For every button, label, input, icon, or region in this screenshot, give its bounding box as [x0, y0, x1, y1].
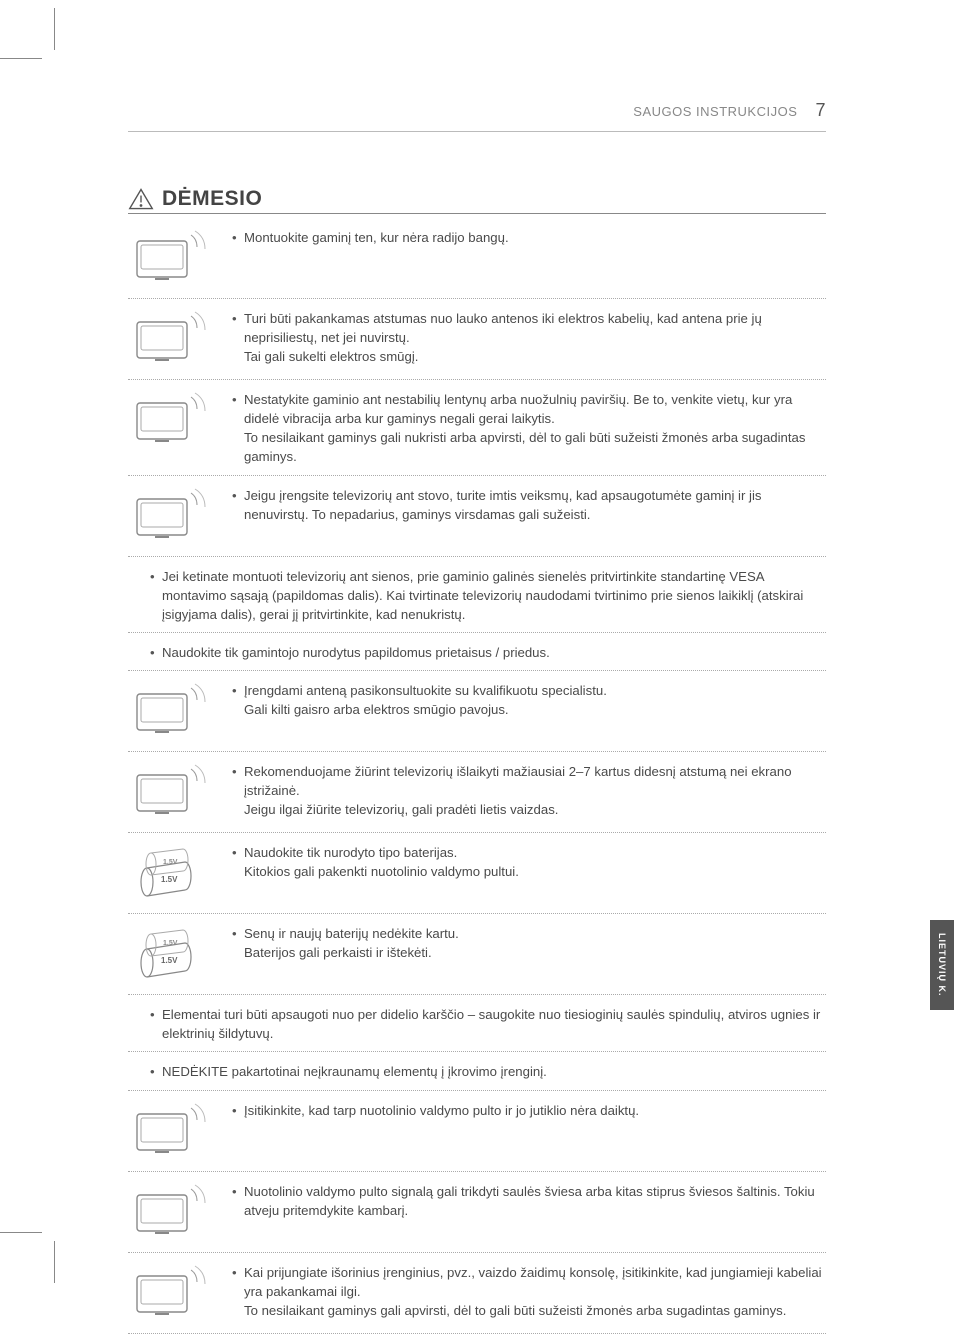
instruction-row-textonly: Naudokite tik gamintojo nurodytus papild…	[128, 633, 826, 671]
instruction-row: Montuokite gaminį ten, kur nėra radijo b…	[128, 218, 826, 299]
instruction-bullet: Nestatykite gaminio ant nestabilių lenty…	[232, 390, 826, 467]
instruction-text: Naudokite tik gamintojo nurodytus papild…	[150, 639, 826, 664]
instruction-bullet: Įsitikinkite, kad tarp nuotolinio valdym…	[232, 1101, 826, 1120]
instruction-text: Jei ketinate montuoti televizorių ant si…	[150, 563, 826, 626]
instruction-row: Rekomenduojame žiūrint televizorių išlai…	[128, 752, 826, 833]
antenna-house-icon	[128, 305, 218, 373]
instruction-row: Įrengdami anteną pasikonsultuokite su kv…	[128, 671, 826, 752]
instruction-text: Įsitikinkite, kad tarp nuotolinio valdym…	[232, 1097, 826, 1122]
instruction-list: Montuokite gaminį ten, kur nėra radijo b…	[128, 218, 826, 1334]
battery-mix-icon	[128, 920, 218, 988]
instruction-text: Nestatykite gaminio ant nestabilių lenty…	[232, 386, 826, 469]
instruction-bullet: Senų ir naujų baterijų nedėkite kartu.Ba…	[232, 924, 826, 962]
unstable-icon	[128, 386, 218, 454]
instruction-row: Įsitikinkite, kad tarp nuotolinio valdym…	[128, 1091, 826, 1172]
instruction-row: Nestatykite gaminio ant nestabilių lenty…	[128, 380, 826, 476]
instruction-text: Nuotolinio valdymo pulto signalą gali tr…	[232, 1178, 826, 1222]
instruction-row: Kai prijungiate išorinius įrenginius, pv…	[128, 1253, 826, 1334]
instruction-bullet: Kai prijungiate išorinius įrenginius, pv…	[232, 1263, 826, 1320]
instruction-bullet: Jei ketinate montuoti televizorių ant si…	[150, 567, 826, 624]
section-name: SAUGOS INSTRUKCIJOS	[633, 104, 797, 119]
crop-mark	[0, 1232, 42, 1233]
console-icon	[128, 1259, 218, 1327]
instruction-text: Montuokite gaminį ten, kur nėra radijo b…	[232, 224, 826, 249]
instruction-text: Turi būti pakankamas atstumas nuo lauko …	[232, 305, 826, 368]
section-heading: DĖMESIO	[162, 187, 262, 211]
instruction-row: Naudokite tik nurodyto tipo baterijas.Ki…	[128, 833, 826, 914]
instruction-text: Elementai turi būti apsaugoti nuo per di…	[150, 1001, 826, 1045]
distance-icon	[128, 758, 218, 826]
language-tab: LIETUVIŲ K.	[930, 920, 954, 1010]
instruction-bullet: Naudokite tik nurodyto tipo baterijas.Ki…	[232, 843, 826, 881]
crop-mark	[54, 1241, 55, 1283]
instruction-bullet: Elementai turi būti apsaugoti nuo per di…	[150, 1005, 826, 1043]
instruction-bullet: Įrengdami anteną pasikonsultuokite su kv…	[232, 681, 826, 719]
instruction-text: NEDĖKITE pakartotinai neįkraunamų elemen…	[150, 1058, 826, 1083]
radio-icon	[128, 224, 218, 292]
instruction-row: Nuotolinio valdymo pulto signalą gali tr…	[128, 1172, 826, 1253]
section-title: DĖMESIO	[128, 187, 826, 214]
remote-block-icon	[128, 1097, 218, 1165]
crop-mark	[54, 8, 55, 50]
crop-mark	[0, 58, 42, 59]
instruction-row-textonly: Elementai turi būti apsaugoti nuo per di…	[128, 995, 826, 1052]
installer-icon	[128, 677, 218, 745]
instruction-text: Jeigu įrengsite televizorių ant stovo, t…	[232, 482, 826, 526]
instruction-row: Jeigu įrengsite televizorių ant stovo, t…	[128, 476, 826, 557]
page-body: SAUGOS INSTRUKCIJOS 7 DĖMESIO Montuokite…	[28, 60, 926, 1231]
instruction-bullet: Nuotolinio valdymo pulto signalą gali tr…	[232, 1182, 826, 1220]
instruction-row-textonly: NEDĖKITE pakartotinai neįkraunamų elemen…	[128, 1052, 826, 1090]
page-number: 7	[815, 100, 826, 120]
instruction-text: Įrengdami anteną pasikonsultuokite su kv…	[232, 677, 826, 721]
instruction-row: Turi būti pakankamas atstumas nuo lauko …	[128, 299, 826, 380]
instruction-bullet: Naudokite tik gamintojo nurodytus papild…	[150, 643, 826, 662]
instruction-row: Senų ir naujų baterijų nedėkite kartu.Ba…	[128, 914, 826, 995]
stand-icon	[128, 482, 218, 550]
instruction-bullet: Jeigu įrengsite televizorių ant stovo, t…	[232, 486, 826, 524]
instruction-text: Naudokite tik nurodyto tipo baterijas.Ki…	[232, 839, 826, 883]
warning-triangle-icon	[128, 187, 154, 211]
instruction-bullet: NEDĖKITE pakartotinai neįkraunamų elemen…	[150, 1062, 826, 1081]
instruction-row-textonly: Jei ketinate montuoti televizorių ant si…	[128, 557, 826, 633]
instruction-text: Rekomenduojame žiūrint televizorių išlai…	[232, 758, 826, 821]
battery-type-icon	[128, 839, 218, 907]
instruction-text: Kai prijungiate išorinius įrenginius, pv…	[232, 1259, 826, 1322]
running-header: SAUGOS INSTRUKCIJOS 7	[128, 100, 826, 132]
instruction-bullet: Turi būti pakankamas atstumas nuo lauko …	[232, 309, 826, 366]
sunlight-icon	[128, 1178, 218, 1246]
instruction-bullet: Montuokite gaminį ten, kur nėra radijo b…	[232, 228, 826, 247]
instruction-text: Senų ir naujų baterijų nedėkite kartu.Ba…	[232, 920, 826, 964]
instruction-bullet: Rekomenduojame žiūrint televizorių išlai…	[232, 762, 826, 819]
